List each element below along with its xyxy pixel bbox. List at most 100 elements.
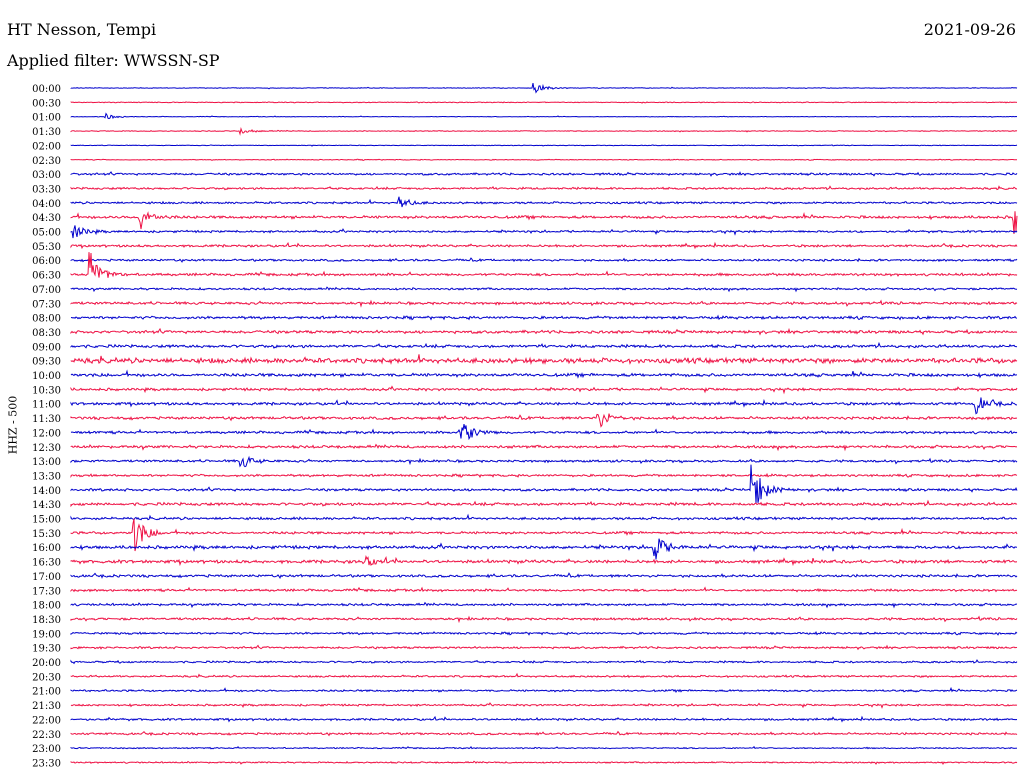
time-label: 10:30 — [32, 385, 61, 396]
trace-0330 — [70, 185, 1018, 191]
time-label: 00:30 — [32, 98, 61, 109]
seismic-traces — [70, 83, 1018, 765]
trace-2100 — [70, 686, 1018, 694]
time-label: 11:30 — [32, 414, 61, 425]
time-label: 10:00 — [32, 371, 61, 382]
time-label: 04:30 — [32, 213, 61, 224]
trace-2330 — [70, 760, 1018, 765]
station-title: HT Nesson, Tempi — [7, 20, 157, 39]
trace-1130 — [70, 413, 1018, 428]
time-label: 02:30 — [32, 156, 61, 167]
trace-2230 — [70, 730, 1018, 737]
time-label: 08:00 — [32, 314, 61, 325]
trace-2300 — [70, 745, 1018, 750]
trace-0400 — [70, 196, 1018, 208]
trace-1230 — [70, 443, 1018, 452]
trace-0100 — [70, 112, 1018, 120]
trace-1100 — [70, 397, 1017, 415]
trace-0900 — [70, 341, 1018, 349]
time-label: 06:00 — [32, 256, 61, 267]
time-label: 09:30 — [32, 357, 61, 368]
trace-1900 — [70, 630, 1018, 636]
date-label: 2021-09-26 — [923, 20, 1016, 39]
time-label: 12:00 — [32, 428, 61, 439]
time-label: 17:30 — [32, 586, 61, 597]
trace-2000 — [70, 659, 1018, 665]
time-label: 18:30 — [32, 615, 61, 626]
trace-1700 — [70, 572, 1018, 580]
trace-1030 — [70, 385, 1018, 395]
trace-0830 — [70, 327, 1018, 336]
time-label: 16:00 — [32, 543, 61, 554]
trace-1630 — [70, 554, 1018, 567]
time-label: 03:00 — [32, 170, 61, 181]
trace-1730 — [70, 586, 1018, 593]
trace-1400 — [70, 464, 1018, 504]
trace-0500 — [70, 225, 1018, 239]
time-label: 05:30 — [32, 242, 61, 253]
time-label: 01:30 — [32, 127, 61, 138]
time-label: 15:30 — [32, 529, 61, 540]
trace-0030 — [70, 101, 1018, 104]
trace-0430 — [70, 211, 1018, 235]
time-label: 19:00 — [32, 629, 61, 640]
trace-1830 — [70, 615, 1018, 624]
time-label: 11:00 — [32, 400, 61, 411]
time-label: 09:00 — [32, 342, 61, 353]
time-label: 12:30 — [32, 443, 61, 454]
time-label: 18:00 — [32, 601, 61, 612]
trace-0630 — [70, 252, 1018, 278]
time-label: 02:00 — [32, 141, 61, 152]
trace-0800 — [70, 314, 1018, 321]
time-label: 15:00 — [32, 515, 61, 526]
filter-label: Applied filter: WWSSN-SP — [7, 51, 220, 70]
trace-0600 — [70, 257, 1018, 263]
time-label: 05:00 — [32, 228, 61, 239]
trace-1930 — [70, 644, 1018, 651]
trace-1000 — [70, 369, 1017, 379]
time-label: 08:30 — [32, 328, 61, 339]
trace-1200 — [70, 424, 1018, 441]
time-label: 07:30 — [32, 299, 61, 310]
time-label: 06:30 — [32, 271, 61, 282]
time-label: 19:30 — [32, 644, 61, 655]
trace-0000 — [70, 83, 1018, 94]
trace-0300 — [70, 171, 1018, 177]
trace-0230 — [70, 158, 1018, 161]
time-label: 03:30 — [32, 184, 61, 195]
time-label: 14:00 — [32, 486, 61, 497]
trace-2130 — [70, 702, 1018, 709]
time-label: 20:30 — [32, 672, 61, 683]
time-label: 22:00 — [32, 715, 61, 726]
trace-1300 — [70, 455, 1018, 468]
time-label: 01:00 — [32, 113, 61, 124]
trace-0200 — [70, 144, 1018, 147]
trace-1330 — [70, 472, 1018, 479]
time-label: 04:00 — [32, 199, 61, 210]
trace-1600 — [70, 538, 1018, 560]
time-label: 21:00 — [32, 687, 61, 698]
trace-0730 — [70, 299, 1018, 308]
time-label: 20:00 — [32, 658, 61, 669]
trace-2030 — [70, 672, 1018, 679]
time-label: 00:00 — [32, 84, 61, 95]
trace-1530 — [70, 518, 1018, 552]
time-label: 14:30 — [32, 500, 61, 511]
trace-1500 — [70, 513, 1017, 521]
trace-1430 — [70, 499, 1018, 508]
trace-0930 — [70, 354, 1018, 365]
time-label: 17:00 — [32, 572, 61, 583]
time-label: 23:00 — [32, 744, 61, 755]
time-label: 22:30 — [32, 730, 61, 741]
time-label: 23:30 — [32, 758, 61, 769]
time-label: 13:30 — [32, 471, 61, 482]
time-label: 16:30 — [32, 558, 61, 569]
trace-0130 — [70, 126, 1018, 136]
time-label: 21:30 — [32, 701, 61, 712]
trace-2200 — [70, 715, 1018, 723]
time-labels: 00:00 00:30 01:00 01:30 02:00 02:30 03:00 03:30… — [32, 84, 61, 769]
trace-0530 — [70, 241, 1018, 250]
time-label: 07:00 — [32, 285, 61, 296]
trace-1800 — [70, 601, 1018, 609]
